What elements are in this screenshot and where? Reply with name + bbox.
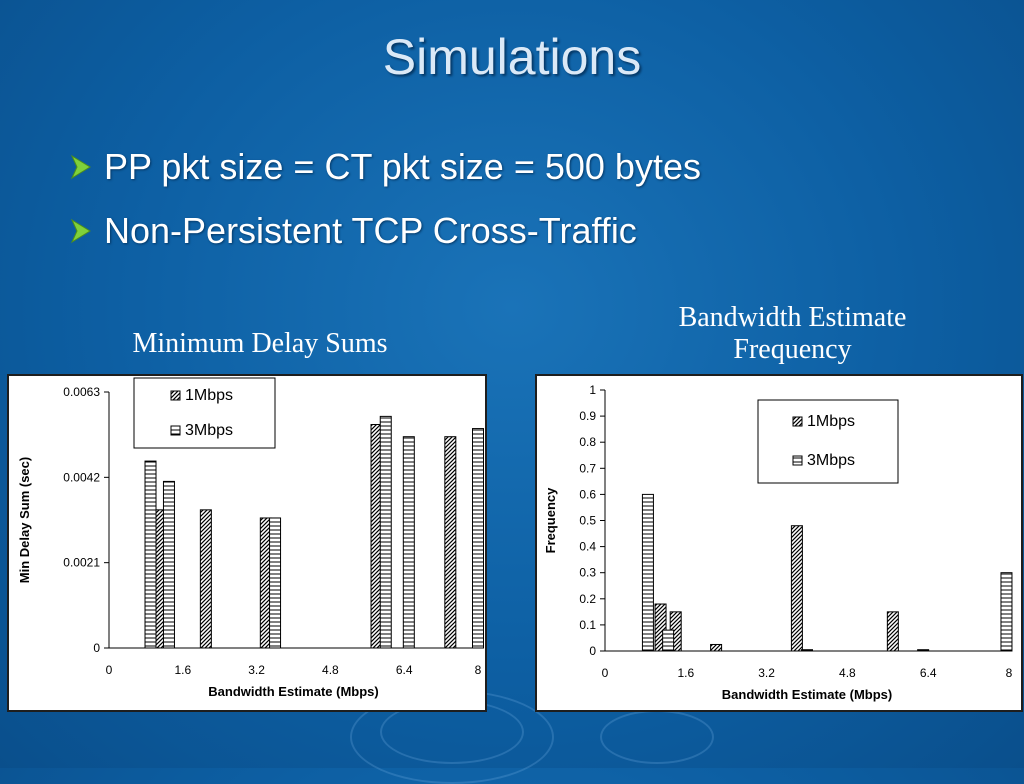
chart-legend: 1Mbps 3Mbps [757, 399, 899, 484]
bar-3mbps [917, 649, 930, 652]
bar-3mbps [641, 493, 654, 652]
slide-title: Simulations [382, 29, 642, 85]
y-tick-label: 0.5 [579, 514, 596, 528]
bar-3mbps [269, 517, 282, 649]
bar-3mbps [144, 460, 157, 649]
right-chart-caption: Bandwidth Estimate Frequency [600, 302, 985, 366]
x-tick-label: 4.8 [839, 666, 856, 680]
x-tick-label: 0 [106, 663, 113, 677]
bar-3mbps [162, 480, 175, 649]
x-tick-label: 6.4 [396, 663, 413, 677]
frequency-chart-panel: 0 0.1 0.2 0.3 0.4 0.5 0.6 0.7 0.8 0.9 1 0 1.6 3.2 4.8 6… [535, 374, 1023, 712]
y-tick-label: 0.6 [579, 487, 596, 501]
legend-box [133, 377, 276, 449]
x-tick-label: 3.2 [758, 666, 775, 680]
bullet-text: Non-Persistent TCP Cross-Traffic [104, 210, 637, 251]
y-tick-label: 0.8 [579, 435, 596, 449]
y-tick-label: 0.0042 [63, 470, 100, 484]
bar-1mbps [886, 611, 899, 652]
y-tick-label: 0 [589, 644, 596, 658]
x-tick-label: 6.4 [920, 666, 937, 680]
y-tick-label: 0.7 [579, 461, 596, 475]
bullet-text: PP pkt size = CT pkt size = 500 bytes [104, 146, 701, 187]
bar-1mbps [710, 643, 723, 652]
bar-3mbps [402, 436, 415, 649]
x-axis-label: Bandwidth Estimate (Mbps) [208, 684, 378, 699]
bar-3mbps [1000, 572, 1013, 652]
bar-3mbps [379, 415, 392, 649]
legend-swatch [792, 416, 803, 427]
x-axis-label: Bandwidth Estimate (Mbps) [722, 687, 892, 702]
background-ripple [600, 710, 714, 764]
y-axis-label: Frequency [543, 487, 558, 554]
caption-line: Frequency [733, 334, 852, 365]
arrow-bullet-icon [70, 154, 91, 180]
y-tick-label: 0.4 [579, 540, 596, 554]
min-delay-chart: 0 0.0021 0.0042 0.0063 0 1.6 3.2 4.8 6.4 8 Bandwid… [17, 377, 484, 699]
arrow-bullet-icon [70, 218, 91, 244]
bar-3mbps [662, 629, 675, 652]
y-tick-label: 0.3 [579, 566, 596, 580]
legend-box [757, 399, 899, 484]
min-delay-chart-panel: 0 0.0021 0.0042 0.0063 0 1.6 3.2 4.8 6.4 8 Bandwid… [7, 374, 487, 712]
y-tick-label: 0.0021 [63, 556, 100, 570]
y-tick-label: 1 [589, 383, 596, 397]
y-tick-label: 0.0063 [63, 385, 100, 399]
bar-3mbps [472, 428, 484, 649]
legend-label: 1Mbps [807, 413, 855, 430]
y-tick-label: 0.1 [579, 618, 596, 632]
y-tick-label: 0 [93, 641, 100, 655]
bar-1mbps [444, 436, 457, 649]
bullet-item: PP pkt size = CT pkt size = 500 bytes [66, 146, 701, 188]
legend-swatch [170, 390, 181, 401]
bar-3mbps [801, 649, 813, 652]
x-tick-label: 3.2 [248, 663, 265, 677]
left-chart-caption: Minimum Delay Sums [60, 328, 460, 360]
caption-text: Minimum Delay Sums [132, 328, 388, 359]
x-tick-label: 8 [475, 663, 482, 677]
y-axis-label: Min Delay Sum (sec) [17, 457, 32, 583]
y-tick-label: 0.2 [579, 592, 596, 606]
legend-label: 3Mbps [185, 422, 233, 439]
bar-1mbps [790, 525, 803, 652]
caption-line: Bandwidth Estimate [678, 302, 907, 333]
legend-label: 3Mbps [807, 452, 855, 469]
chart-legend: 1Mbps 3Mbps [133, 377, 276, 449]
legend-swatch [792, 455, 803, 466]
bar-1mbps [199, 509, 212, 649]
bar-1mbps [654, 603, 667, 652]
x-tick-label: 4.8 [322, 663, 339, 677]
legend-label: 1Mbps [185, 387, 233, 404]
x-tick-label: 1.6 [677, 666, 694, 680]
y-tick-label: 0.9 [579, 409, 596, 423]
x-tick-label: 8 [1006, 666, 1013, 680]
bullet-item: Non-Persistent TCP Cross-Traffic [66, 210, 701, 252]
frequency-chart: 0 0.1 0.2 0.3 0.4 0.5 0.6 0.7 0.8 0.9 1 0 1.6 3.2 4.8 6… [543, 383, 1013, 702]
bullet-list: PP pkt size = CT pkt size = 500 bytes No… [66, 146, 701, 274]
x-tick-label: 1.6 [174, 663, 191, 677]
legend-swatch [170, 425, 181, 436]
x-tick-label: 0 [602, 666, 609, 680]
